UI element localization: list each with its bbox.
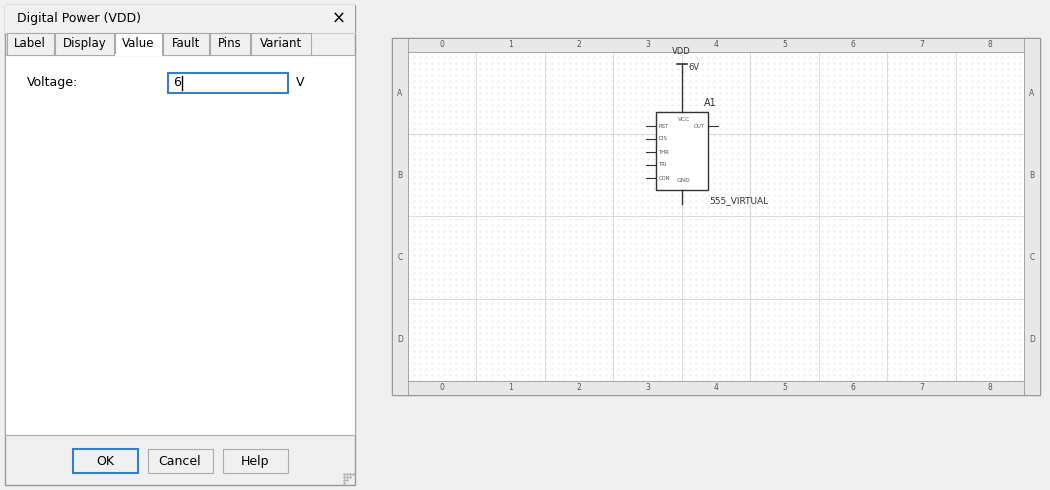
Text: A: A	[397, 89, 402, 98]
Text: TRI: TRI	[658, 163, 667, 168]
Bar	[163, 33, 209, 55]
Text: 5: 5	[782, 384, 786, 392]
Text: Label: Label	[15, 38, 46, 50]
Bar	[168, 73, 288, 93]
Bar	[251, 33, 311, 55]
Text: V: V	[296, 76, 304, 90]
Text: 555_VIRTUAL: 555_VIRTUAL	[710, 196, 769, 205]
Text: 6: 6	[173, 76, 181, 90]
Text: 2: 2	[576, 384, 582, 392]
Text: 2: 2	[576, 41, 582, 49]
Text: Fault: Fault	[171, 38, 200, 50]
Text: VCC: VCC	[677, 117, 690, 122]
Text: OUT: OUT	[694, 123, 705, 128]
Bar	[392, 38, 408, 395]
Bar	[1024, 38, 1040, 395]
Text: 7: 7	[919, 41, 924, 49]
Text: D: D	[1029, 335, 1035, 344]
Bar	[55, 33, 114, 55]
Text: 0: 0	[440, 384, 444, 392]
Bar	[408, 52, 1024, 381]
Text: B: B	[398, 171, 402, 180]
Bar	[392, 38, 1040, 395]
Text: 1: 1	[508, 41, 513, 49]
Text: A: A	[1029, 89, 1034, 98]
Text: D: D	[397, 335, 403, 344]
Text: GND: GND	[677, 178, 691, 183]
Text: 7: 7	[919, 384, 924, 392]
Text: RST: RST	[658, 123, 669, 128]
Text: THR: THR	[658, 149, 670, 154]
Text: OK: OK	[96, 455, 114, 467]
Text: 8: 8	[987, 384, 992, 392]
Text: Help: Help	[240, 455, 269, 467]
Text: CON: CON	[658, 175, 670, 180]
Text: 6: 6	[850, 384, 856, 392]
Bar	[116, 33, 162, 55]
Text: Voltage:: Voltage:	[27, 76, 79, 90]
Text: Pins: Pins	[218, 38, 242, 50]
Bar	[223, 449, 288, 473]
Text: VDD: VDD	[672, 47, 691, 56]
Text: 6V: 6V	[689, 64, 700, 73]
Bar	[210, 33, 250, 55]
Bar	[5, 5, 355, 485]
Text: DIS: DIS	[658, 137, 668, 142]
Text: C: C	[1029, 253, 1034, 262]
Text: B: B	[1029, 171, 1034, 180]
Text: 8: 8	[987, 41, 992, 49]
Text: Value: Value	[122, 38, 154, 50]
Text: ×: ×	[332, 10, 345, 28]
Text: Variant: Variant	[259, 38, 302, 50]
Text: 3: 3	[645, 41, 650, 49]
Bar	[147, 449, 212, 473]
Text: 1: 1	[508, 384, 513, 392]
Text: 6: 6	[850, 41, 856, 49]
Text: 4: 4	[714, 384, 718, 392]
Text: 0: 0	[440, 41, 444, 49]
Text: 5: 5	[782, 41, 786, 49]
Bar	[392, 38, 1040, 52]
Bar	[656, 112, 708, 190]
Text: C: C	[397, 253, 402, 262]
Bar	[5, 55, 355, 435]
Text: Digital Power (VDD): Digital Power (VDD)	[17, 13, 141, 25]
Text: Cancel: Cancel	[159, 455, 202, 467]
Text: A1: A1	[704, 98, 716, 108]
Bar	[5, 5, 355, 33]
Text: 3: 3	[645, 384, 650, 392]
Bar	[72, 449, 138, 473]
Bar	[392, 381, 1040, 395]
Text: 4: 4	[714, 41, 718, 49]
Text: Display: Display	[62, 38, 106, 50]
Bar	[7, 33, 54, 55]
